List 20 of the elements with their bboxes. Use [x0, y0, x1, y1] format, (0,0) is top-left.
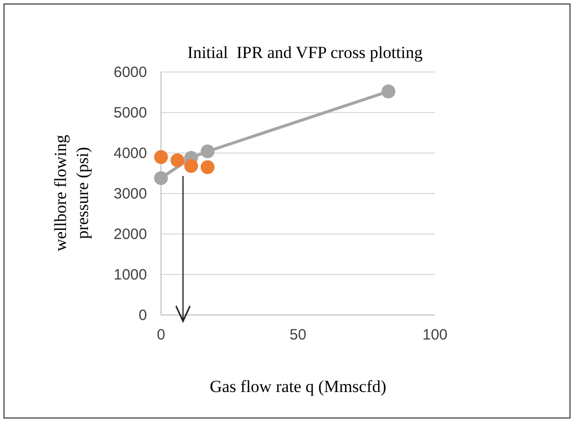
y-tick-label: 4000 [114, 144, 147, 162]
point [154, 150, 168, 164]
point [200, 160, 214, 174]
y-tick-label: 6000 [114, 64, 147, 81]
x-tick-label: 100 [422, 326, 448, 344]
chart-title: Initial IPR and VFP cross plotting [187, 43, 424, 62]
y-tick-label: 0 [138, 306, 147, 324]
point [382, 84, 396, 98]
y-tick-label: 2000 [114, 226, 147, 243]
y-tick-label: 1000 [114, 266, 147, 284]
point [184, 159, 198, 173]
x-axis-title: Gas flow rate q (Mmscfd) [210, 377, 386, 396]
x-tick-label: 0 [156, 326, 166, 344]
point [154, 171, 168, 186]
y-axis-title: wellbore flowing pressure (psi) [51, 134, 92, 252]
point [200, 144, 214, 158]
y-tick-label: 5000 [114, 104, 147, 122]
y-tick-label: 3000 [114, 185, 147, 202]
x-tick-label: 50 [290, 326, 306, 344]
point [170, 153, 184, 168]
